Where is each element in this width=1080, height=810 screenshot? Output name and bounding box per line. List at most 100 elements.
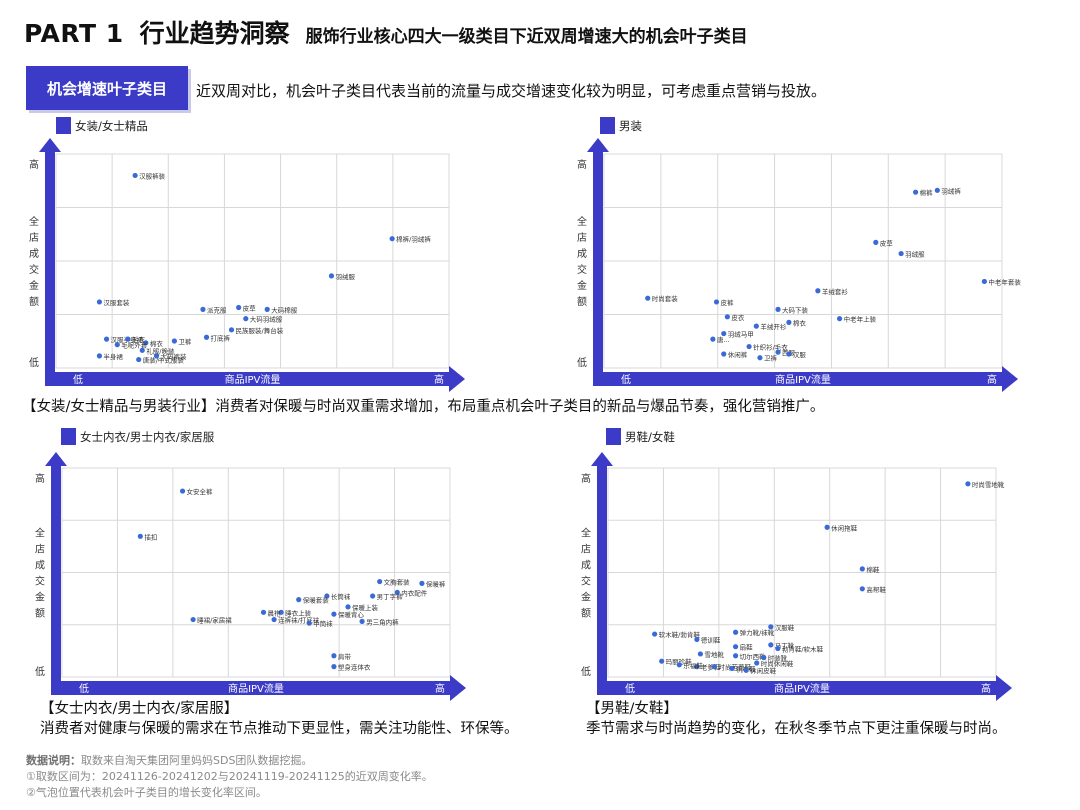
intro-text: 近双周对比，机会叶子类目代表当前的流量与成交增速变化较为明显，可考虑重点营销与投… <box>196 82 827 100</box>
data-label: 塑身连体衣 <box>338 663 371 672</box>
data-point <box>754 660 760 666</box>
data-label: 民族服装/舞台装 <box>236 326 284 335</box>
data-point <box>721 330 727 337</box>
x-axis-bar <box>602 681 998 695</box>
y-axis-bar <box>597 458 607 695</box>
data-point <box>965 481 971 487</box>
data-label: 女安全裤 <box>187 487 214 496</box>
y-axis-title: 全店成交金额 <box>581 527 591 620</box>
data-label: 插扣 <box>144 532 157 541</box>
x-axis-low-label: 低 <box>625 682 635 695</box>
data-point <box>331 664 337 670</box>
data-label: 礼服/晚装 <box>146 346 175 355</box>
data-label: 高帮鞋 <box>866 585 886 594</box>
data-point <box>729 665 735 672</box>
data-point <box>768 642 774 648</box>
data-point <box>824 524 830 530</box>
x-axis-bar <box>56 681 452 695</box>
data-point <box>768 624 774 630</box>
data-point <box>278 609 284 615</box>
data-label: 内衣配件 <box>401 588 428 597</box>
data-point <box>143 340 149 346</box>
data-point <box>136 356 142 363</box>
data-label: 棉衣 <box>793 318 807 327</box>
footnote-source: 取数来自淘天集团阿里妈妈SDS团队数据挖掘。 <box>81 754 313 767</box>
y-axis-title: 全店成交金额 <box>577 215 587 308</box>
data-point <box>710 336 716 342</box>
data-label: 皮裤 <box>721 298 735 307</box>
data-label: 大码下装 <box>782 305 809 314</box>
chart-women-apparel: 低商品IPV流量 高高低全店成交金额汉服裤装棉裤/羽绒裤羽绒服汉服套装皮草派克服大… <box>29 138 465 392</box>
data-label: 中老年上装 <box>844 315 877 324</box>
data-point <box>859 566 865 572</box>
data-point <box>934 187 940 193</box>
data-point <box>190 616 196 623</box>
part-label: PART 1 <box>24 19 124 48</box>
data-point <box>306 620 312 626</box>
data-label: 汉服套装 <box>103 298 130 307</box>
legend-swatch <box>56 117 71 134</box>
data-point <box>775 349 781 355</box>
data-point <box>389 236 395 242</box>
y-axis-bar <box>51 458 61 695</box>
chart4-legend: 男鞋/女鞋 <box>606 428 675 445</box>
data-label: 皮衣 <box>731 313 745 322</box>
data-point <box>981 278 987 285</box>
data-label: 卫裤 <box>178 337 192 346</box>
y-axis-low-label: 低 <box>29 356 39 369</box>
data-point <box>859 586 865 592</box>
chart1-legend-label: 女装/女士精品 <box>75 118 148 133</box>
x-axis-bar <box>50 372 451 386</box>
data-label: 睡裙/家居裙 <box>197 616 232 625</box>
y-axis-arrow <box>591 452 613 466</box>
x-axis-title: 商品IPV流量 <box>228 682 284 695</box>
data-label: 中筒袜 <box>313 619 333 628</box>
data-label: 老爹鞋 <box>701 663 721 672</box>
y-axis-low-label: 低 <box>581 665 591 678</box>
data-label: 时尚休闲鞋 <box>761 659 794 668</box>
data-point <box>697 651 703 657</box>
data-point <box>645 295 651 301</box>
data-point <box>898 250 904 257</box>
chart3-legend-label: 女士内衣/男士内衣/家居服 <box>80 429 215 444</box>
note-bottom-right-body: 季节需求与时尚趋势的变化，在秋冬季节点下更注重保暖与时尚。 <box>586 721 1007 737</box>
page-header: PART 1 行业趋势洞察 服饰行业核心四大一级类目下近双周增速大的机会叶子类目 <box>24 14 748 54</box>
data-label: 针织衫/毛衣 <box>753 343 788 352</box>
y-axis-arrow <box>45 452 67 466</box>
data-label: 卫裤 <box>764 354 778 363</box>
data-label: 中老年套装 <box>988 277 1021 286</box>
data-label: 肩带 <box>338 652 352 661</box>
data-point <box>103 336 110 342</box>
data-label: 棉鞋 <box>866 565 880 574</box>
data-label: 弹力靴/袜靴 <box>740 628 775 637</box>
y-axis-high-label: 高 <box>29 158 39 171</box>
chart-men-apparel: 低商品IPV流量 高高低全店成交金额棉裤 羽绒裤皮草羽绒服中老年套装时尚套装 皮裤羊绒… <box>577 138 1021 392</box>
data-label: 汉服鞋 <box>775 623 795 632</box>
chart-underwear-homewear: 低商品IPV流量 高高低全店成交金额女安全裤插扣文胸套装 保暖裤内衣配件男丁字裤长筒… <box>35 452 466 701</box>
data-point <box>713 299 720 305</box>
x-axis-low-label: 低 <box>621 373 631 386</box>
page-subtitle: 服饰行业核心四大一级类目下近双周增速大的机会叶子类目 <box>305 27 748 47</box>
data-point <box>203 334 210 340</box>
footnote-line1: 数据说明：取数来自淘天集团阿里妈妈SDS团队数据挖掘。 <box>26 752 312 768</box>
data-point <box>746 343 752 350</box>
data-point <box>328 273 335 279</box>
x-axis-high-label: 高 <box>981 682 991 695</box>
data-point <box>873 239 879 245</box>
data-point <box>96 353 103 359</box>
data-point <box>114 342 120 348</box>
data-point <box>345 604 351 610</box>
y-axis-low-label: 低 <box>577 356 587 369</box>
data-label: 雪地靴 <box>704 650 724 659</box>
data-label: 扇鞋 <box>740 643 754 652</box>
note-bottom-left-body: 消费者对健康与保暖的需求在节点推动下更显性，需关注功能性、环保等。 <box>40 721 519 737</box>
data-label: 保暖背心 <box>338 610 365 619</box>
data-point <box>786 351 792 357</box>
data-label: 唐装/中式服装 <box>143 356 185 365</box>
data-point <box>721 351 727 357</box>
data-point <box>331 611 337 617</box>
data-label: 休闲拖鞋 <box>831 523 858 532</box>
data-point <box>694 636 700 643</box>
data-point <box>331 653 337 659</box>
data-point <box>743 667 749 673</box>
